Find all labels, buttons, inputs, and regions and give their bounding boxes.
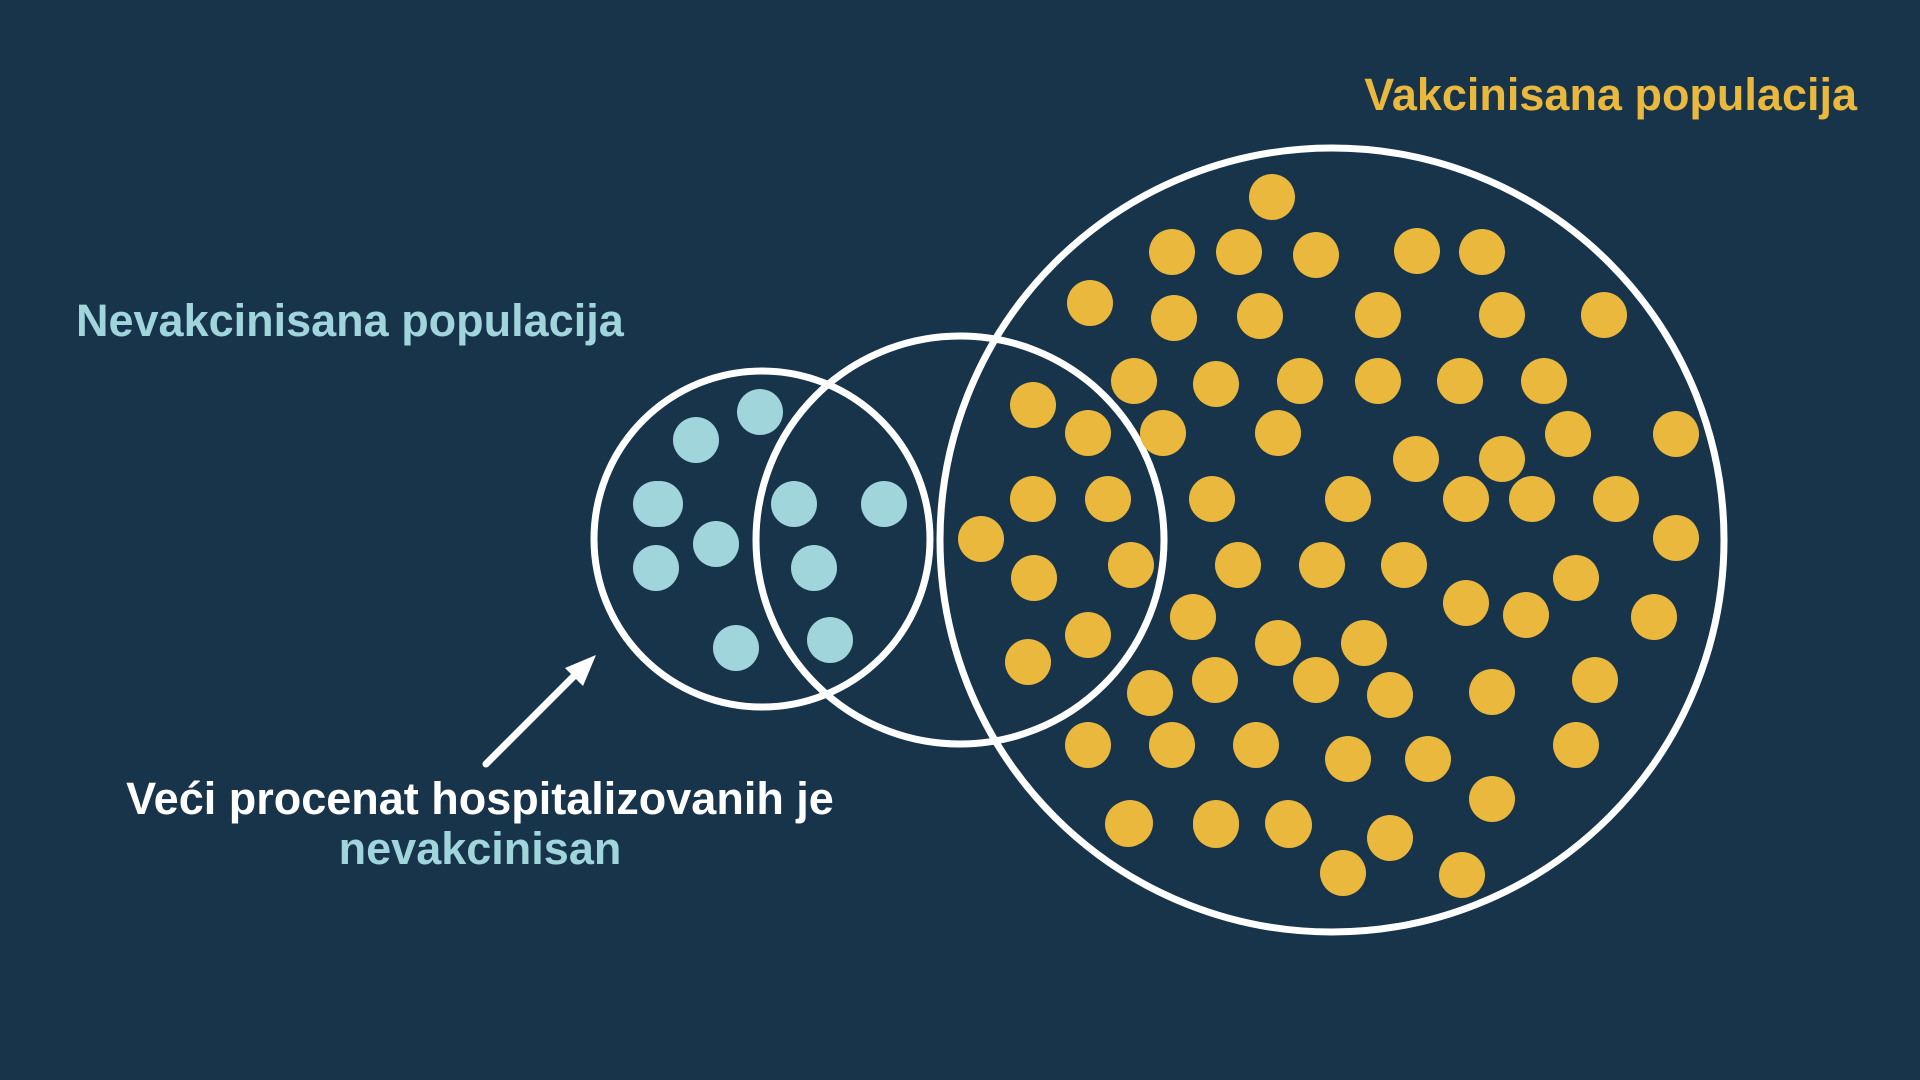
vaccinated-population-label: Vakcinisana populacija [1364,69,1857,120]
vaccinated-person-dot [1108,542,1154,588]
unvaccinated-person-dot [673,417,719,463]
vaccinated-person-dot [1405,736,1451,782]
vaccinated-person-dot [1149,229,1195,275]
vaccinated-person-dot [1293,232,1339,278]
vaccinated-person-dot [1065,612,1111,658]
vaccinated-person-dot [1479,436,1525,482]
vaccinated-person-dot [1151,295,1197,341]
vaccinated-person-dot [1193,802,1239,848]
vaccinated-person-dot [1631,594,1677,640]
vaccinated-person-dot [958,516,1004,562]
unvaccinated-person-dot [713,625,759,671]
vaccinated-person-dot [1005,639,1051,685]
hospitalized-population-circle [752,332,1168,748]
unvaccinated-person-dot [633,545,679,591]
vaccinated-person-dot [1341,620,1387,666]
vaccinated-person-dot [1509,476,1555,522]
arrow-icon [482,655,596,768]
vaccinated-dots [958,174,1699,898]
vaccinated-person-dot [1503,592,1549,638]
vaccinated-person-dot [1653,411,1699,457]
vaccinated-person-dot [1355,358,1401,404]
unvaccinated-population-circle [590,367,934,711]
vaccinated-person-dot [1553,555,1599,601]
vaccinated-person-dot [1469,669,1515,715]
vaccinated-person-dot [1355,292,1401,338]
unvaccinated-person-dot [861,481,907,527]
vaccinated-person-dot [1085,476,1131,522]
vaccinated-person-dot [1216,229,1262,275]
vaccinated-person-dot [1127,670,1173,716]
callout-line-2: nevakcinisan [338,822,622,874]
vaccinated-person-dot [1443,580,1489,626]
vaccinated-person-dot [1067,280,1113,326]
vaccinated-person-dot [1443,476,1489,522]
unvaccinated-person-dot [791,545,837,591]
vaccinated-person-dot [1011,555,1057,601]
vaccinated-person-dot [1381,542,1427,588]
vaccinated-person-dot [1215,542,1261,588]
vaccinated-person-dot [1581,292,1627,338]
vaccinated-person-dot [1193,361,1239,407]
vaccinated-person-dot [1394,228,1440,274]
vaccinated-person-dot [1105,801,1151,847]
vaccinated-person-dot [1469,776,1515,822]
unvaccinated-person-dot [693,521,739,567]
vaccinated-person-dot [1149,722,1195,768]
vaccinated-person-dot [1479,292,1525,338]
vaccinated-person-dot [1393,436,1439,482]
vaccinated-person-dot [1367,815,1413,861]
vaccinated-person-dot [1437,358,1483,404]
unvaccinated-person-dot [771,481,817,527]
vaccinated-person-dot [1299,542,1345,588]
unvaccinated-dots [633,389,907,671]
vaccinated-person-dot [1325,736,1371,782]
vaccinated-person-dot [1140,410,1186,456]
vaccinated-person-dot [1277,358,1323,404]
vaccinated-person-dot [1237,293,1283,339]
vaccinated-person-dot [1111,358,1157,404]
vaccinated-person-dot [1320,850,1366,896]
vaccinated-person-dot [1010,382,1056,428]
unvaccinated-person-dot [807,617,853,663]
vaccinated-person-dot [1189,476,1235,522]
vaccinated-person-dot [1459,229,1505,275]
vaccinated-person-dot [1367,672,1413,718]
vaccinated-person-dot [1653,515,1699,561]
vaccinated-person-dot [1255,620,1301,666]
vaccinated-person-dot [1266,802,1312,848]
vaccinated-person-dot [1553,722,1599,768]
unvaccinated-person-dot [737,389,783,435]
vaccinated-person-dot [1010,476,1056,522]
vaccinated-person-dot [1325,476,1371,522]
vaccinated-person-dot [1545,411,1591,457]
vaccinated-person-dot [1293,657,1339,703]
unvaccinated-population-label: Nevakcinisana populacija [76,295,624,346]
callout-text: Veći procenat hospitalizovanih je nevakc… [40,774,920,873]
callout-line-1: Veći procenat hospitalizovanih je [126,773,834,824]
vaccinated-person-dot [1065,722,1111,768]
vaccinated-person-dot [1192,657,1238,703]
vaccinated-person-dot [1593,476,1639,522]
vaccinated-person-dot [1572,657,1618,703]
vaccinated-person-dot [1521,358,1567,404]
vaccinated-person-dot [1439,852,1485,898]
vaccinated-person-dot [1170,594,1216,640]
vaccinated-person-dot [1065,410,1111,456]
vaccinated-population-circle [936,144,1728,936]
vaccinated-person-dot [1233,722,1279,768]
vaccinated-person-dot [1249,174,1295,220]
unvaccinated-person-dot [637,481,683,527]
vaccinated-person-dot [1255,410,1301,456]
